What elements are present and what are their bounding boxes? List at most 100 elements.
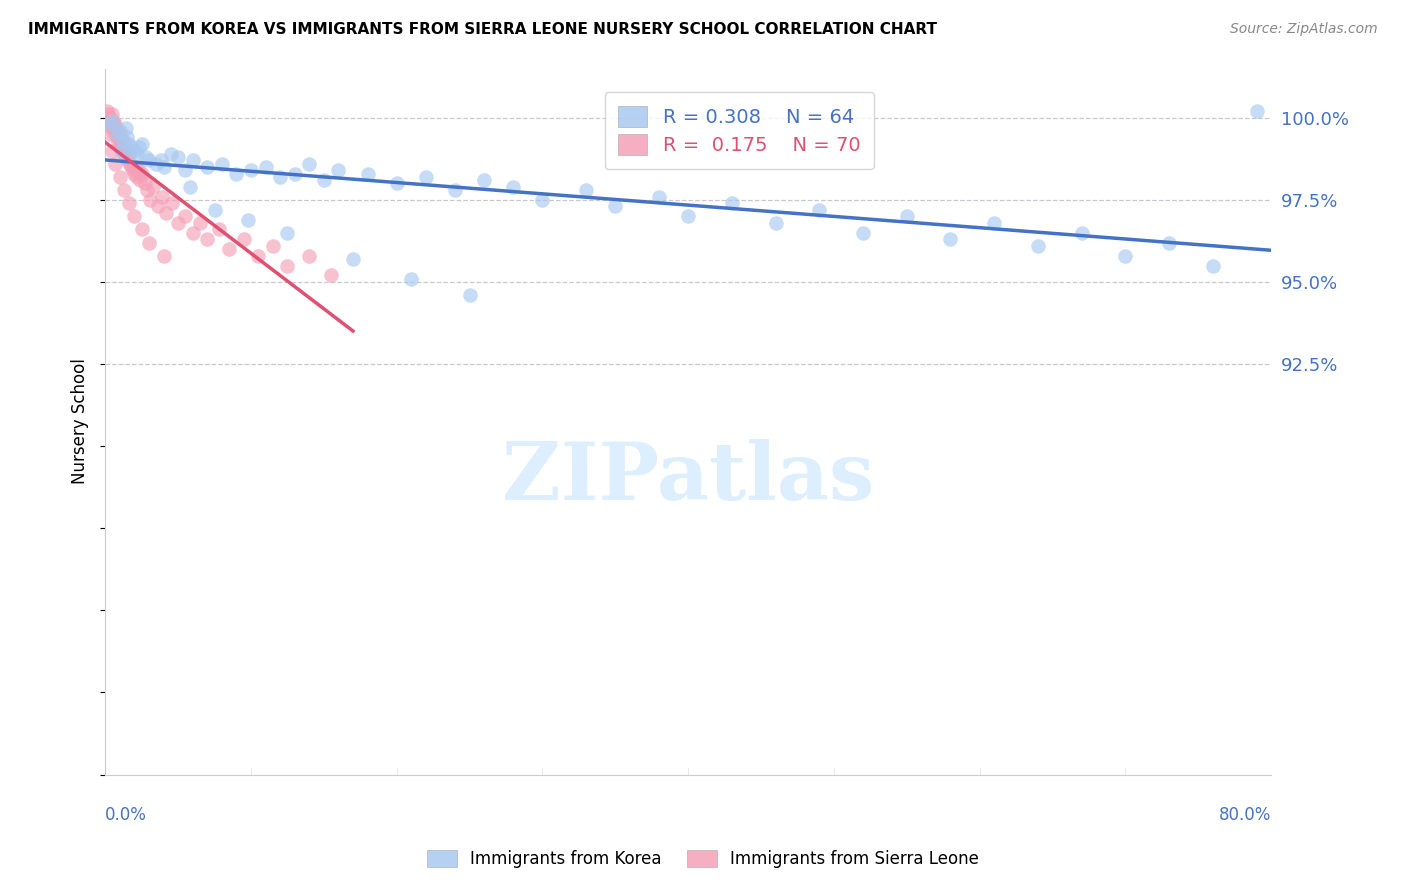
Point [117,196,139,211]
Point [472,173,495,187]
Point [131,167,153,181]
Point [110,144,132,158]
Point [284,167,307,181]
Point [104,117,127,131]
Point [117,136,139,151]
Point [105,120,128,135]
Point [181,153,204,168]
Point [120,160,142,174]
Point [115,153,138,168]
Point [328,163,350,178]
Point [401,271,423,285]
Point [100,114,122,128]
Point [254,160,277,174]
Point [101,114,124,128]
Point [415,169,437,184]
Point [108,169,131,184]
Point [342,252,364,266]
Point [100,107,122,121]
Point [136,183,159,197]
Point [114,140,136,154]
Point [112,147,135,161]
Point [269,169,291,184]
Point [1114,249,1136,263]
Point [155,206,177,220]
Point [208,222,231,236]
Text: ZIPatlas: ZIPatlas [502,439,875,517]
Point [114,120,136,135]
Point [112,183,135,197]
Point [139,193,162,207]
Point [167,150,190,164]
Point [676,209,699,223]
Text: IMMIGRANTS FROM KOREA VS IMMIGRANTS FROM SIERRA LEONE NURSERY SCHOOL CORRELATION: IMMIGRANTS FROM KOREA VS IMMIGRANTS FROM… [28,22,938,37]
Point [105,127,128,141]
Point [276,259,298,273]
Point [97,107,120,121]
Point [128,140,150,154]
Point [128,163,150,178]
Point [152,249,174,263]
Point [239,163,262,178]
Point [138,153,160,168]
Legend: R = 0.308    N = 64, R =  0.175    N = 70: R = 0.308 N = 64, R = 0.175 N = 70 [605,93,875,169]
Point [108,127,131,141]
Point [114,150,136,164]
Point [167,216,190,230]
Text: Source: ZipAtlas.com: Source: ZipAtlas.com [1230,22,1378,37]
Point [605,199,627,213]
Point [111,134,134,148]
Point [162,196,184,211]
Point [110,140,132,154]
Point [125,160,148,174]
Point [103,124,125,138]
Point [211,157,233,171]
Point [174,163,197,178]
Point [188,216,211,230]
Point [149,153,172,168]
Point [127,147,149,161]
Point [531,193,554,207]
Point [232,232,254,246]
Point [112,136,135,151]
Point [765,216,787,230]
Point [135,150,157,164]
Point [101,144,124,158]
Point [111,134,134,148]
Point [138,235,160,250]
Text: 80.0%: 80.0% [1219,806,1271,824]
Point [124,167,146,181]
Point [131,136,153,151]
Point [444,183,467,197]
Point [808,202,831,217]
Point [174,209,197,223]
Point [146,199,169,213]
Point [356,167,378,181]
Point [204,202,226,217]
Point [218,242,240,256]
Y-axis label: Nursery School: Nursery School [72,359,89,484]
Point [247,249,270,263]
Point [131,222,153,236]
Point [97,114,120,128]
Point [298,157,321,171]
Point [312,173,335,187]
Point [195,160,218,174]
Point [502,179,524,194]
Point [120,140,142,154]
Point [298,249,321,263]
Point [103,114,125,128]
Point [721,196,744,211]
Point [236,212,259,227]
Point [98,117,121,131]
Point [110,130,132,145]
Point [458,288,481,302]
Point [179,179,201,194]
Point [1246,104,1268,119]
Point [115,144,138,158]
Legend: Immigrants from Korea, Immigrants from Sierra Leone: Immigrants from Korea, Immigrants from S… [420,843,986,875]
Point [108,136,131,151]
Point [98,111,121,125]
Point [1026,239,1049,253]
Point [117,147,139,161]
